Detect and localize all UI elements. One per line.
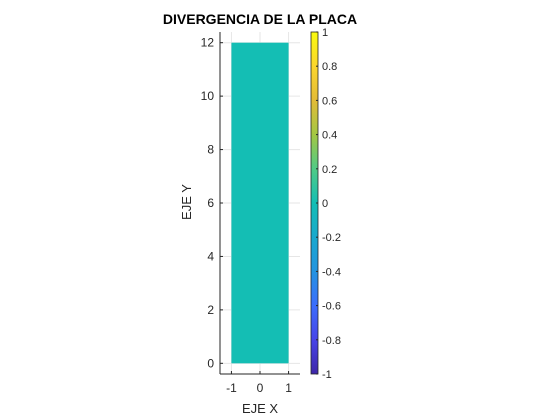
colorbar-tick-label: 0.8 xyxy=(322,61,337,73)
y-tick-label: 2 xyxy=(207,303,214,317)
divergence-surface xyxy=(231,42,289,364)
colorbar: -1 -0.8 -0.6 -0.4 -0.2 0 0.2 0.4 0.6 0.8 1 xyxy=(310,27,341,381)
colorbar-tick-label: 0.6 xyxy=(322,95,337,107)
colorbar-tick-label: -0.8 xyxy=(322,335,341,347)
y-axis-label: EJE Y xyxy=(179,184,194,220)
y-tick-label: 8 xyxy=(207,143,214,157)
colorbar-tick-label: -0.4 xyxy=(322,266,341,278)
x-tick-label: -1 xyxy=(226,381,237,395)
colorbar-tick-label: 0.4 xyxy=(322,130,337,142)
x-tick-label: 0 xyxy=(257,381,264,395)
y-tick-label: 4 xyxy=(207,249,214,263)
colorbar-tick-label: 1 xyxy=(322,27,328,39)
colorbar-tick-label: 0 xyxy=(322,198,328,210)
y-tick-label: 10 xyxy=(201,89,215,103)
y-tick-label: 0 xyxy=(207,356,214,370)
y-tick-label: 6 xyxy=(207,196,214,210)
chart-title: DIVERGENCIA DE LA PLACA xyxy=(163,11,357,27)
colorbar-tick-label: 0.2 xyxy=(322,164,337,176)
colorbar-tick-label: -0.2 xyxy=(322,232,341,244)
colorbar-tick-label: -1 xyxy=(322,369,332,381)
y-tick-label: 12 xyxy=(201,36,215,50)
x-axis-label: EJE X xyxy=(242,401,278,416)
x-tick-label: 1 xyxy=(285,381,292,395)
colorbar-tick-label: -0.6 xyxy=(322,301,341,313)
